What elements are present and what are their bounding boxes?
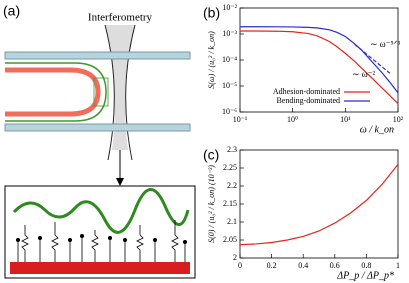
y-tick-label: 2.1 bbox=[227, 217, 237, 226]
arrow-head bbox=[116, 178, 124, 186]
y-tick-label: 2.3 bbox=[227, 145, 237, 154]
plate bbox=[4, 123, 191, 132]
springs bbox=[17, 220, 186, 262]
x-tick-label: 0.6 bbox=[330, 261, 340, 270]
y-tick-label: 10⁻⁴ bbox=[222, 55, 237, 64]
y-tick-label: 2.25 bbox=[223, 163, 237, 172]
x-tick-label: 0.8 bbox=[361, 261, 371, 270]
asymptote bbox=[354, 43, 391, 74]
annotation: ∼ ω⁻⁵ᐟ³ bbox=[370, 39, 400, 49]
line bbox=[240, 26, 399, 94]
y-tick-label: 2.2 bbox=[227, 181, 237, 190]
y-tick-label: 2 bbox=[233, 253, 237, 262]
plate bbox=[4, 51, 191, 60]
x-tick-label: 0.4 bbox=[298, 261, 308, 270]
linkers bbox=[16, 234, 187, 244]
x-tick-label: 10² bbox=[393, 115, 404, 124]
x-axis-label: ΔP_p / ΔP_p* bbox=[336, 270, 394, 281]
membrane-line bbox=[12, 188, 190, 234]
legend-label: Adhesion-dominated bbox=[273, 87, 340, 96]
line bbox=[239, 164, 399, 246]
panel-label: (a) bbox=[3, 3, 20, 19]
y-tick-label: 10⁻⁶ bbox=[222, 107, 237, 116]
x-tick-label: 10¹ bbox=[340, 115, 351, 124]
plot-frame bbox=[239, 149, 399, 259]
annotation: ∼ ω⁻² bbox=[352, 69, 375, 79]
line bbox=[240, 30, 399, 105]
panel-label: (c) bbox=[203, 147, 219, 163]
y-tick-label: 10⁻² bbox=[222, 3, 237, 12]
x-tick-label: 10⁰ bbox=[287, 115, 298, 124]
y-tick-label: 10⁻³ bbox=[222, 29, 237, 38]
y-tick-label: 2.05 bbox=[223, 235, 237, 244]
substrate bbox=[10, 262, 190, 274]
y-axis-label: S(0) / (u₀² / k_on) (10⁻³) bbox=[207, 165, 216, 243]
beam-edge bbox=[104, 24, 136, 161]
panel-label: (b) bbox=[203, 5, 220, 21]
adhesion-layer bbox=[5, 62, 107, 122]
x-axis-label: ω / k_on bbox=[360, 124, 394, 135]
x-tick-label: 10⁻¹ bbox=[233, 115, 248, 124]
interferometry-label: Interferometry bbox=[88, 12, 153, 24]
membrane bbox=[5, 67, 101, 117]
y-tick-label: 2.15 bbox=[223, 199, 237, 208]
x-tick-label: 1 bbox=[396, 261, 400, 270]
y-tick-label: 10⁻⁵ bbox=[222, 81, 237, 90]
x-tick-label: 0.2 bbox=[267, 261, 277, 270]
legend-label: Bending-dominated bbox=[276, 96, 340, 105]
x-tick-label: 0 bbox=[238, 261, 242, 270]
y-axis-label: S(ω) / (u₀² / k_on) bbox=[207, 31, 216, 89]
schematic: (a) Interferometry bbox=[3, 3, 196, 279]
zoom-box bbox=[93, 77, 109, 107]
